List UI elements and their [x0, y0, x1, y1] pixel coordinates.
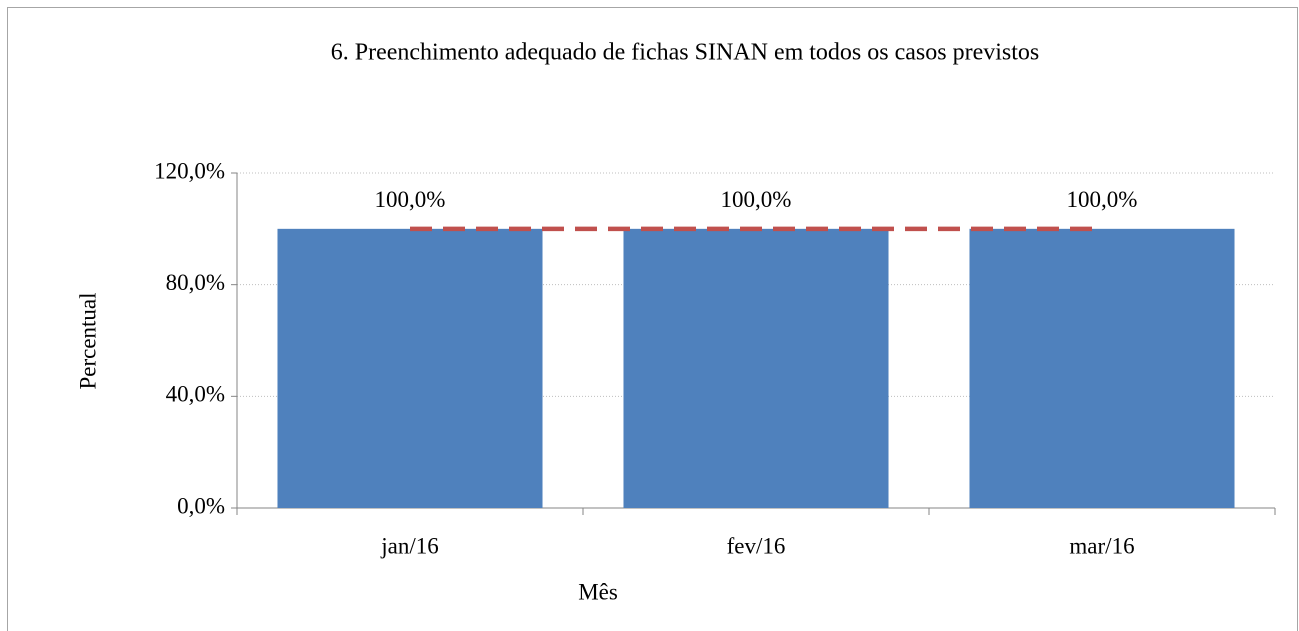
bar	[969, 228, 1235, 509]
y-tick-label: 80,0%	[166, 270, 225, 295]
data-label: 100,0%	[721, 187, 792, 212]
chart-title: 6. Preenchimento adequado de fichas SINA…	[331, 40, 1040, 66]
y-tick-label: 40,0%	[166, 382, 225, 407]
x-tick-label: fev/16	[727, 533, 786, 558]
data-label: 100,0%	[375, 187, 446, 212]
x-tick-label: jan/16	[380, 533, 439, 558]
x-axis-label: Mês	[578, 579, 618, 604]
y-axis-label: Percentual	[75, 292, 100, 389]
data-label: 100,0%	[1067, 187, 1138, 212]
bar	[623, 228, 889, 509]
y-tick-label: 0,0%	[177, 493, 225, 518]
bar	[277, 228, 543, 509]
x-tick-label: mar/16	[1069, 533, 1134, 558]
y-tick-label: 120,0%	[154, 158, 225, 183]
